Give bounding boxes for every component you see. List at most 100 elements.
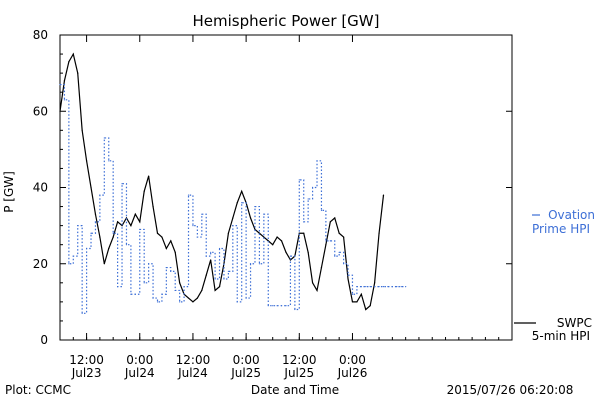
ovation-point — [214, 278, 216, 280]
swpc-point — [378, 232, 380, 234]
plot-border — [59, 34, 513, 341]
swpc-point — [201, 289, 203, 292]
ovation-point — [258, 263, 261, 265]
ovation-point — [329, 240, 331, 242]
ovation-point — [382, 286, 385, 288]
swpc-point — [85, 160, 88, 162]
ovation-point — [130, 293, 132, 295]
ovation-point — [285, 305, 287, 307]
swpc-point — [139, 221, 141, 223]
swpc-point — [192, 301, 194, 303]
x-axis-ticks: 12:00Jul230:00Jul2412:00Jul240:00Jul2512… — [59, 35, 513, 380]
x-tick-label-time: 0:00 — [126, 353, 153, 367]
swpc-point — [170, 240, 172, 242]
ovation-point — [196, 236, 198, 238]
ovation-point — [254, 205, 256, 208]
swpc-point — [161, 236, 163, 238]
swpc-point — [143, 190, 145, 192]
ovation-point — [241, 202, 243, 204]
swpc-point — [338, 232, 340, 234]
ovation-point — [405, 286, 407, 288]
swpc-point — [156, 232, 159, 234]
swpc-point — [148, 175, 150, 177]
ovation-point — [289, 255, 292, 257]
swpc-point — [103, 263, 105, 265]
swpc-point — [263, 236, 265, 238]
ovation-point — [272, 305, 274, 307]
ovation-point — [396, 286, 398, 288]
swpc-point — [360, 293, 362, 295]
swpc-point — [334, 217, 336, 219]
ovation-point — [121, 183, 123, 185]
ovation-point — [338, 251, 340, 253]
swpc-point — [94, 213, 97, 215]
swpc-point — [90, 186, 92, 189]
ovation-point — [165, 266, 167, 269]
swpc-point — [236, 202, 238, 204]
ovation-point — [85, 247, 88, 250]
ovation-point — [139, 228, 141, 231]
ovation-point — [316, 160, 318, 162]
ovation-point — [72, 255, 74, 257]
ovation-point — [307, 198, 309, 200]
ovation-point — [205, 255, 207, 257]
swpc-point — [134, 213, 136, 215]
ovation-point — [245, 297, 247, 299]
x-tick-label-time: 0:00 — [233, 353, 260, 367]
y-tick-label: 40 — [33, 181, 48, 195]
legend-swpc-label-2: 5-min HPI — [532, 329, 590, 343]
ovation-point — [227, 270, 229, 272]
ovation-point — [161, 293, 163, 295]
x-tick-label-date: Jul24 — [177, 366, 208, 380]
ovation-point — [369, 286, 371, 288]
ovation-point — [276, 305, 278, 307]
x-tick-label-date: Jul24 — [124, 366, 155, 380]
ovation-point — [223, 278, 225, 280]
swpc-point — [343, 236, 345, 238]
series-swpc — [59, 52, 385, 311]
swpc-point — [121, 225, 123, 227]
swpc-point — [303, 232, 305, 234]
ovation-point — [99, 194, 101, 196]
swpc-point — [316, 289, 318, 292]
ovation-point — [343, 263, 345, 265]
x-tick-label-date: Jul25 — [230, 366, 261, 380]
swpc-point — [285, 251, 287, 253]
swpc-point — [214, 289, 216, 292]
ovation-point — [320, 209, 323, 211]
footer-plot-credit: Plot: CCMC — [5, 383, 71, 397]
y-tick-label: 60 — [33, 104, 48, 118]
ovation-point — [201, 213, 203, 215]
swpc-point — [179, 282, 181, 284]
swpc-point — [187, 297, 190, 299]
ovation-point — [365, 286, 367, 288]
ovation-point — [378, 286, 380, 288]
x-tick-label-date: Jul26 — [337, 366, 368, 380]
ovation-point — [94, 221, 97, 223]
ovation-point — [152, 297, 154, 299]
y-axis-label: P [GW] — [2, 171, 16, 213]
ovation-point — [134, 293, 136, 295]
swpc-point — [196, 297, 198, 299]
ovation-point — [103, 137, 105, 139]
swpc-point — [227, 232, 229, 234]
series-ovation-prime — [60, 83, 406, 314]
swpc-point — [152, 205, 154, 208]
ovation-point — [81, 312, 83, 314]
swpc-point — [374, 282, 376, 284]
x-tick-label-date: Jul23 — [71, 366, 102, 380]
x-tick-label-date: Jul25 — [283, 366, 314, 380]
swpc-point — [289, 259, 292, 261]
ovation-point — [351, 293, 354, 295]
y-tick-label: 0 — [40, 333, 48, 347]
ovation-point — [387, 286, 389, 288]
ovation-point — [280, 305, 283, 307]
swpc-point — [232, 217, 234, 219]
ovation-point — [117, 286, 119, 288]
swpc-point — [298, 232, 300, 234]
ovation-point — [334, 255, 336, 257]
ovation-point — [210, 251, 212, 253]
series-layer — [59, 52, 407, 314]
ovation-point — [143, 282, 145, 284]
